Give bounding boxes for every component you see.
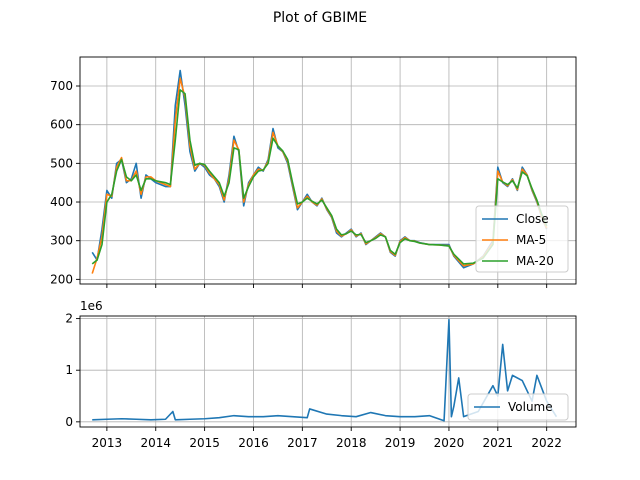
y-tick-label: 500 <box>50 156 73 170</box>
legend-label-ma-5: MA-5 <box>516 233 546 247</box>
legend-box <box>467 393 569 421</box>
legend-box <box>475 205 569 273</box>
y-tick-label: 400 <box>50 195 73 209</box>
y-offset-label: 1e6 <box>80 299 103 313</box>
figure-title: Plot of GBIME <box>273 10 367 26</box>
price-panel: 200 300 400 500 600 700 Close MA-5 MA-20 <box>50 56 577 288</box>
x-tick-label: 2019 <box>385 436 416 450</box>
axes-frame <box>79 315 577 428</box>
x-tick-label: 2015 <box>189 436 220 450</box>
axes-frame <box>79 56 577 285</box>
y-tick-label: 2 <box>65 312 73 326</box>
x-tick-label: 2021 <box>483 436 514 450</box>
y-tick-label: 300 <box>50 234 73 248</box>
series-line-ma-20 <box>91 89 548 265</box>
series-line-volume <box>92 318 558 422</box>
y-tick-label: 0 <box>65 415 73 429</box>
x-tick-label: 2020 <box>434 436 465 450</box>
legend-label-ma-20: MA-20 <box>516 254 554 268</box>
x-tick-label: 2016 <box>238 436 269 450</box>
x-tick-label: 2018 <box>336 436 367 450</box>
x-tick-label: 2013 <box>92 436 123 450</box>
legend-label-close: Close <box>516 212 549 226</box>
y-tick-label: 1 <box>65 363 73 377</box>
x-tick-label: 2017 <box>287 436 318 450</box>
volume-panel: 0 1 2 2013 2014 2015 2016 2017 2018 2019 2020 2021 2… <box>65 299 577 450</box>
y-tick-label: 600 <box>50 118 73 132</box>
y-tick-label: 200 <box>50 272 73 286</box>
x-tick-label: 2014 <box>140 436 171 450</box>
legend-label-volume: Volume <box>508 400 553 414</box>
y-tick-label: 700 <box>50 79 73 93</box>
x-tick-label: 2022 <box>531 436 562 450</box>
